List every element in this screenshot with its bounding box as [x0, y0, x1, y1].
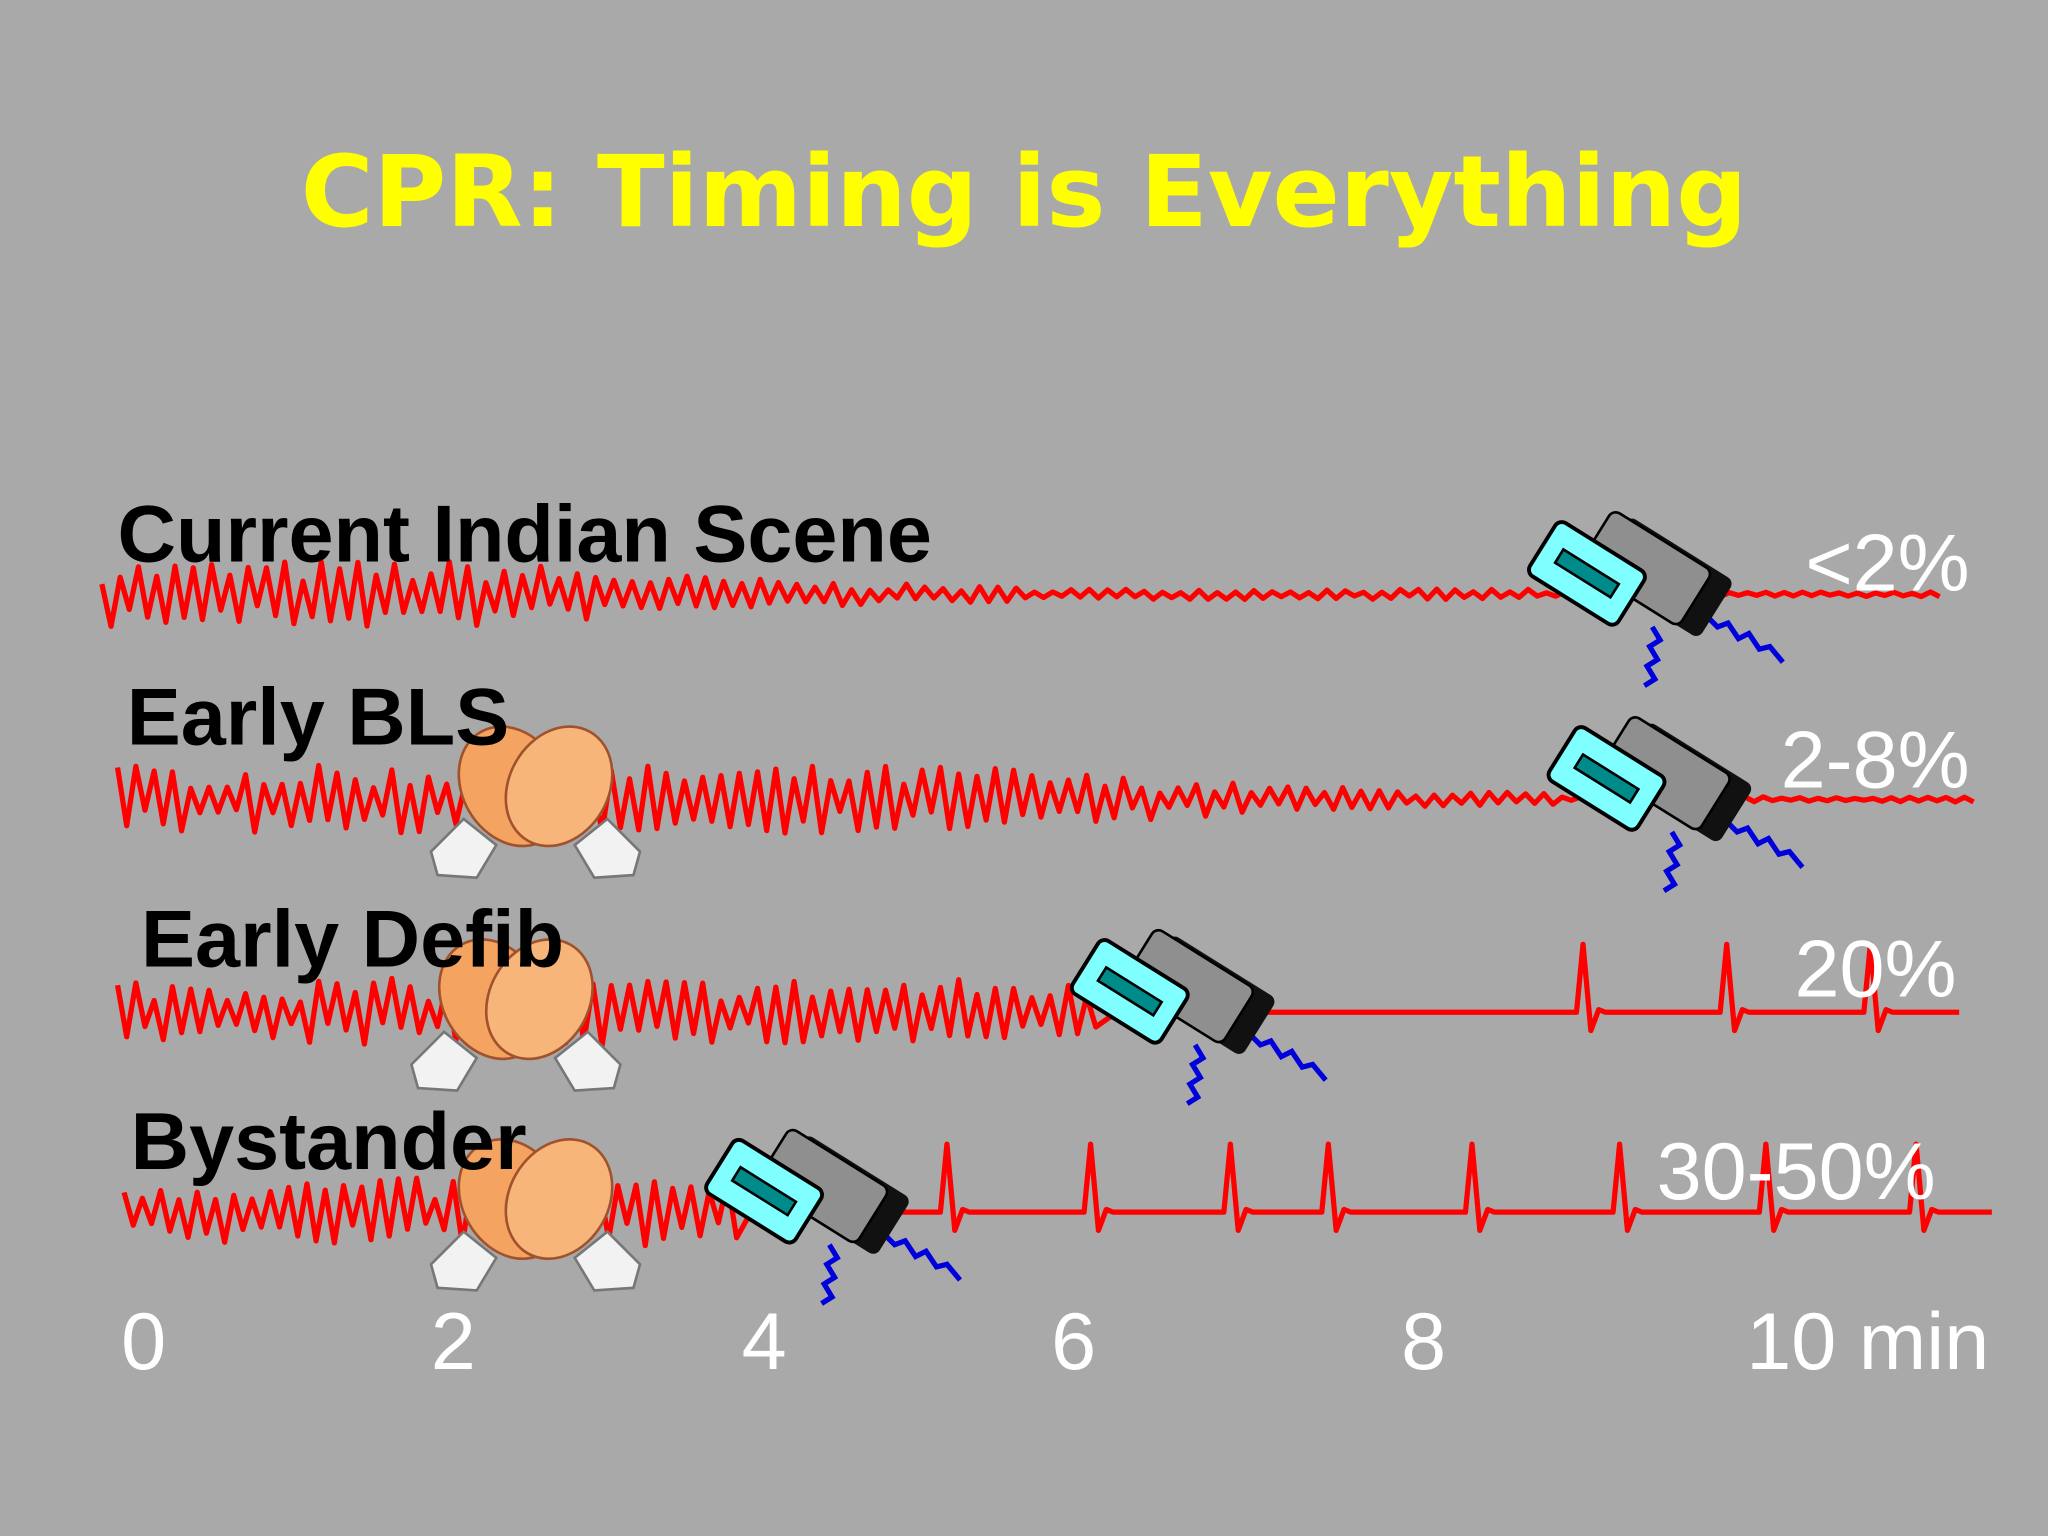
cpr-hands-icon	[429, 1138, 642, 1292]
hand	[484, 938, 594, 1061]
labels: Current Indian Scene <2% Early BLS 2-8% Earl…	[118, 490, 1990, 1387]
paddle-slot	[1096, 965, 1164, 1018]
cable	[1245, 1029, 1328, 1082]
time-tick-label: 4	[742, 1297, 787, 1387]
cable	[1702, 612, 1785, 664]
sleeve	[429, 1229, 499, 1292]
cable	[1662, 830, 1684, 893]
defibrillator-icon	[1069, 928, 1328, 1106]
cable	[1643, 625, 1664, 688]
cable	[820, 1243, 841, 1306]
time-tick-label: 6	[1051, 1297, 1096, 1387]
icons	[409, 510, 1805, 1306]
time-tick-label: 10 min	[1746, 1297, 1989, 1387]
slide-title: CPR: Timing is Everything	[301, 135, 1748, 250]
hand	[504, 725, 614, 848]
cable	[1722, 817, 1805, 869]
cable	[879, 1229, 963, 1282]
survival-rate: 20%	[1795, 925, 1957, 1015]
row-label: Early BLS	[127, 672, 510, 762]
hand	[504, 1138, 614, 1261]
row-label: Bystander	[131, 1097, 527, 1187]
paddle-slot	[1553, 547, 1621, 600]
defibrillator-icon	[1546, 716, 1805, 893]
survival-rate: <2%	[1805, 518, 1969, 608]
cable	[1185, 1043, 1207, 1106]
cpr-hands-icon	[429, 725, 642, 880]
sleeve	[572, 817, 642, 880]
survival-rate: 2-8%	[1781, 716, 1970, 806]
cpr-hands-icon	[409, 938, 622, 1092]
row-label: Current Indian Scene	[118, 490, 932, 580]
defibrillator-icon	[1527, 510, 1785, 688]
survival-rate: 30-50%	[1657, 1127, 1936, 1217]
sleeve	[409, 1030, 479, 1092]
time-tick-label: 0	[121, 1297, 166, 1387]
sleeve	[553, 1030, 622, 1092]
defibrillator-icon	[704, 1128, 963, 1306]
sleeve	[429, 817, 499, 880]
paddle-slot	[1572, 752, 1641, 805]
sleeve	[572, 1229, 642, 1292]
ecg-line	[114, 941, 1960, 1049]
paddle-slot	[730, 1165, 798, 1217]
ecg-line	[121, 1141, 1992, 1249]
time-tick-label: 8	[1401, 1297, 1446, 1387]
row-label: Early Defib	[141, 895, 564, 985]
time-tick-label: 2	[431, 1297, 476, 1387]
